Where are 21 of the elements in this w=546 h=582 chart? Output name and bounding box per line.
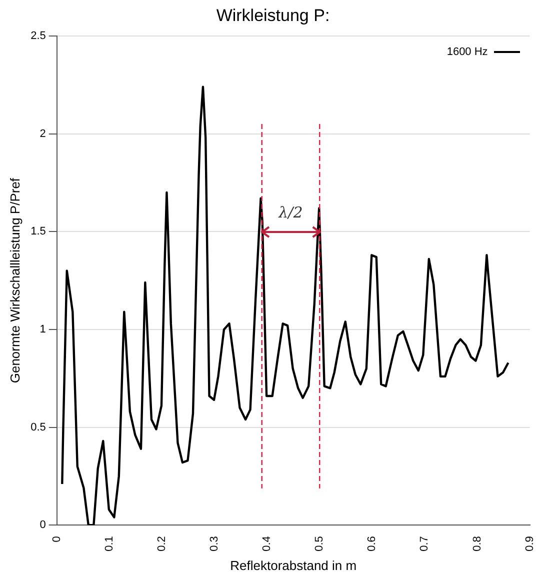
y-axis-title: Genormte Wirkschallleistung P/Pref xyxy=(7,178,22,384)
legend-label: 1600 Hz xyxy=(446,46,488,58)
x-tick-label: 0.6 xyxy=(366,536,378,552)
x-tick-label: 0.7 xyxy=(418,536,431,552)
x-tick-label: 0.3 xyxy=(208,536,221,552)
y-tick-label: 0 xyxy=(40,519,46,532)
annotation: λ/2 xyxy=(278,204,303,222)
y-tick-label: 2 xyxy=(40,128,46,140)
chart-title: Wirkleistung P: xyxy=(215,6,331,26)
x-tick-label: 0.4 xyxy=(261,536,274,552)
y-tick-label: 2.5 xyxy=(30,30,46,42)
y-tick-label: 1 xyxy=(40,323,46,336)
x-tick-label: 0 xyxy=(50,536,63,542)
y-tick-label: 0.5 xyxy=(30,421,46,434)
y-tick-label: 1.5 xyxy=(30,226,46,238)
x-tick-label: 0.8 xyxy=(471,536,484,552)
x-tick-label: 0.9 xyxy=(524,536,536,552)
x-axis-title: Reflektorabstand in m xyxy=(230,558,357,573)
x-tick-label: 0.5 xyxy=(314,536,326,552)
x-tick-label: 0.2 xyxy=(156,536,168,552)
x-tick-label: 0.1 xyxy=(103,536,116,552)
